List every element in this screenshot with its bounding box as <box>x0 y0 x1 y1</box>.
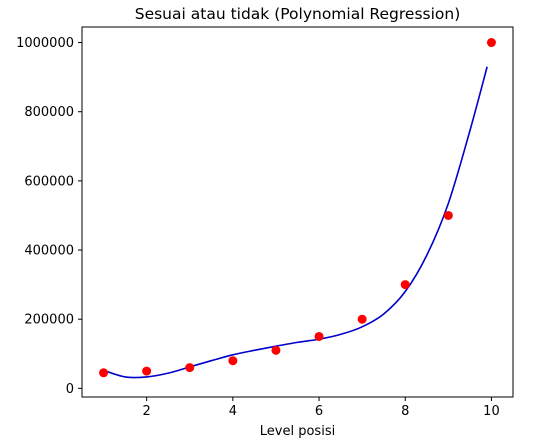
y-tick-label: 600000 <box>24 174 74 189</box>
x-tick-label: 4 <box>229 404 237 419</box>
y-axis: 0 200000 400000 600000 800000 1000000 <box>16 36 82 397</box>
plot-frame <box>81 26 514 398</box>
x-tick-label: 6 <box>315 404 323 419</box>
x-tick-label: 10 <box>483 404 500 419</box>
data-point <box>443 210 453 220</box>
data-point <box>486 38 496 48</box>
data-point <box>142 366 152 376</box>
y-tick-label: 800000 <box>24 105 74 120</box>
regression-line <box>103 66 488 379</box>
y-tick-label: 200000 <box>24 313 74 328</box>
x-axis: 2 4 6 8 10 <box>143 397 500 419</box>
x-axis-title: Level posisi <box>260 424 335 439</box>
data-point <box>357 314 367 324</box>
plot-area <box>99 38 496 379</box>
y-tick-label: 0 <box>66 382 74 397</box>
x-tick-label: 2 <box>143 404 151 419</box>
x-tick-label: 8 <box>401 404 409 419</box>
y-tick-label: 1000000 <box>16 36 74 51</box>
data-point <box>400 280 410 290</box>
chart-title: Sesuai atau tidak (Polynomial Regression… <box>135 5 461 23</box>
data-point <box>185 363 195 373</box>
data-point <box>99 368 109 378</box>
data-point <box>228 356 238 366</box>
data-point <box>314 331 324 341</box>
data-point <box>271 345 281 355</box>
y-tick-label: 400000 <box>24 244 74 259</box>
